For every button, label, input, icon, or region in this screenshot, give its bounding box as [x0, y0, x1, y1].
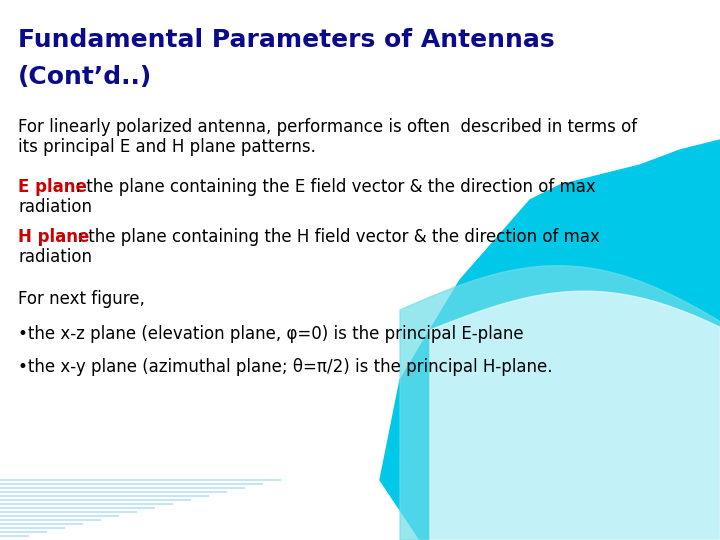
Text: •the x-y plane (azimuthal plane; θ=π/2) is the principal H-plane.: •the x-y plane (azimuthal plane; θ=π/2) … [18, 358, 552, 376]
Text: : the plane containing the E field vector & the direction of max: : the plane containing the E field vecto… [70, 178, 595, 196]
Polygon shape [430, 291, 720, 540]
Text: H plane: H plane [18, 228, 89, 246]
Polygon shape [400, 266, 720, 540]
Text: •the x-z plane (elevation plane, φ=0) is the principal E-plane: •the x-z plane (elevation plane, φ=0) is… [18, 325, 523, 343]
Text: radiation: radiation [18, 248, 92, 266]
Polygon shape [380, 140, 720, 540]
Text: : the plane containing the H field vector & the direction of max: : the plane containing the H field vecto… [72, 228, 600, 246]
Text: For next figure,: For next figure, [18, 290, 145, 308]
Text: radiation: radiation [18, 198, 92, 216]
Text: Fundamental Parameters of Antennas: Fundamental Parameters of Antennas [18, 28, 554, 52]
Text: its principal E and H plane patterns.: its principal E and H plane patterns. [18, 138, 316, 156]
Text: E plane: E plane [18, 178, 87, 196]
Text: (Cont’d..): (Cont’d..) [18, 65, 152, 89]
Text: For linearly polarized antenna, performance is often  described in terms of: For linearly polarized antenna, performa… [18, 118, 637, 136]
